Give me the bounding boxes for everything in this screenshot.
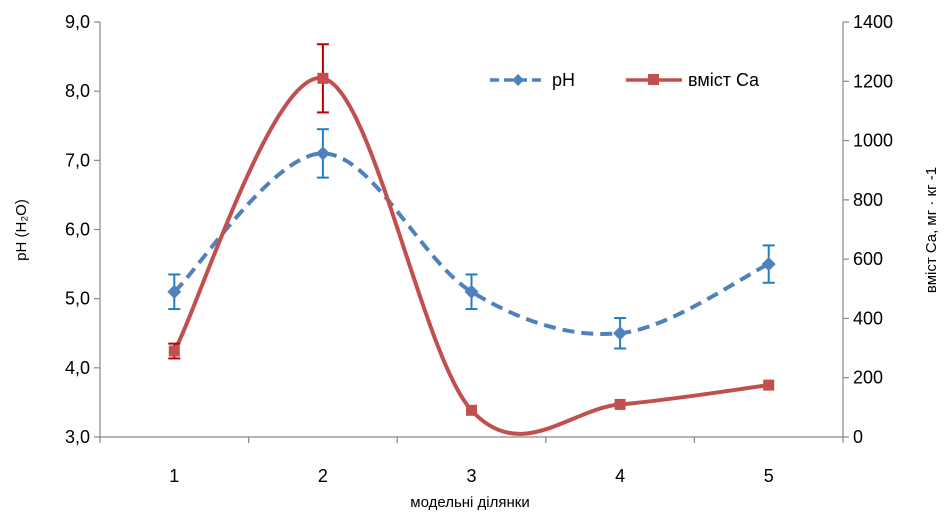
x-tick-label: 4 <box>615 466 625 486</box>
ph-data-point <box>613 326 628 341</box>
series-ca-line <box>172 76 769 436</box>
y-left-tick-label: 6,0 <box>65 220 90 240</box>
ph-data-point <box>761 257 776 272</box>
ph-data-point <box>315 146 330 161</box>
legend-ph-marker <box>512 74 524 86</box>
y-right-tick-label: 1400 <box>853 12 893 32</box>
x-tick-label: 1 <box>169 466 179 486</box>
y-left-tick-label: 7,0 <box>65 150 90 170</box>
ca-data-point <box>317 72 329 84</box>
y-right-tick-label: 0 <box>853 427 863 447</box>
ca-data-point <box>168 345 180 357</box>
y-left-tick-label: 3,0 <box>65 427 90 447</box>
x-axis-title: модельні ділянки <box>410 494 529 511</box>
x-tick-label: 5 <box>764 466 774 486</box>
y-left-tick-label: 4,0 <box>65 358 90 378</box>
y-right-tick-label: 800 <box>853 190 883 210</box>
ca-data-point <box>466 404 477 416</box>
axes <box>94 21 849 443</box>
legend-ph-label: pH <box>552 70 575 90</box>
y-right-tick-label: 1200 <box>853 71 893 91</box>
ca-data-point <box>614 398 626 410</box>
y-axis-right-title: вміст Ca, мг · кг -1 <box>923 167 940 293</box>
y-left-tick-label: 5,0 <box>65 289 90 309</box>
ph-data-point <box>167 284 182 299</box>
y-left-tick-label: 9,0 <box>65 12 90 32</box>
y-right-tick-label: 400 <box>853 308 883 328</box>
y-right-tick-label: 1000 <box>853 131 893 151</box>
legend-ca-label: вміст Ca <box>688 70 760 90</box>
ph-data-point <box>464 284 479 299</box>
series-ph-line <box>172 151 770 336</box>
series-layer <box>167 43 776 436</box>
x-tick-label: 3 <box>466 466 476 486</box>
tick-labels: 3,04,05,06,07,08,09,00200400600800100012… <box>65 12 893 486</box>
ca-data-point <box>763 379 775 391</box>
y-right-tick-label: 600 <box>853 249 883 269</box>
legend: pH вміст Ca <box>490 70 760 90</box>
y-axis-left-title: pH (H₂O) <box>13 199 30 261</box>
legend-ca-marker <box>648 74 659 85</box>
x-tick-label: 2 <box>318 466 328 486</box>
y-right-tick-label: 200 <box>853 368 883 388</box>
y-left-tick-label: 8,0 <box>65 81 90 101</box>
